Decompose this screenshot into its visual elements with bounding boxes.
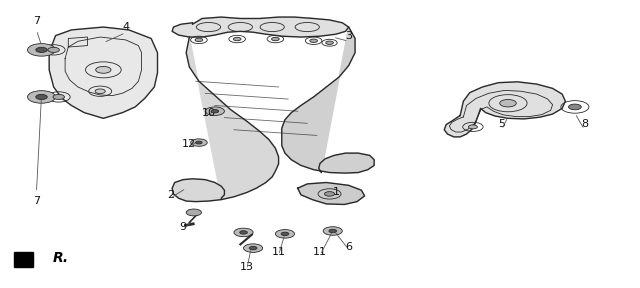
Text: R.: R. [52, 251, 68, 265]
Circle shape [240, 231, 247, 234]
Circle shape [196, 141, 202, 144]
Text: 8: 8 [581, 119, 588, 129]
Text: 13: 13 [240, 262, 253, 272]
Circle shape [329, 229, 337, 233]
Circle shape [275, 230, 294, 238]
Circle shape [271, 37, 279, 41]
Text: 7: 7 [33, 196, 40, 206]
Circle shape [310, 39, 317, 42]
Circle shape [36, 47, 47, 52]
Circle shape [95, 89, 105, 94]
Text: 9: 9 [179, 222, 186, 232]
Text: 7: 7 [33, 16, 40, 26]
Circle shape [500, 100, 516, 107]
Circle shape [28, 43, 56, 56]
Circle shape [468, 125, 477, 129]
Circle shape [36, 94, 47, 100]
Circle shape [281, 232, 289, 236]
Circle shape [48, 47, 60, 52]
Circle shape [324, 192, 335, 196]
Polygon shape [298, 183, 365, 204]
Text: 12: 12 [182, 139, 196, 149]
Circle shape [186, 209, 202, 216]
Polygon shape [49, 27, 157, 118]
Text: 11: 11 [313, 247, 327, 257]
Circle shape [326, 41, 333, 44]
Circle shape [205, 107, 225, 115]
Text: 6: 6 [345, 242, 352, 252]
Circle shape [234, 37, 241, 41]
Polygon shape [172, 17, 349, 37]
Polygon shape [282, 27, 374, 173]
Circle shape [211, 109, 219, 113]
Circle shape [191, 139, 207, 146]
Text: 1: 1 [332, 187, 339, 198]
Circle shape [323, 227, 342, 235]
Polygon shape [444, 82, 565, 137]
Polygon shape [14, 252, 33, 267]
Circle shape [53, 94, 65, 100]
Text: 5: 5 [498, 119, 505, 129]
Circle shape [249, 247, 257, 250]
Circle shape [244, 244, 262, 252]
Text: 3: 3 [345, 31, 352, 41]
Circle shape [568, 104, 581, 110]
Text: 10: 10 [202, 108, 216, 118]
Polygon shape [172, 37, 278, 202]
Circle shape [96, 67, 111, 73]
Circle shape [234, 228, 253, 237]
Text: 4: 4 [122, 22, 129, 32]
Circle shape [195, 38, 203, 41]
Circle shape [28, 91, 56, 103]
Text: 11: 11 [271, 247, 285, 257]
Text: 2: 2 [166, 190, 174, 200]
